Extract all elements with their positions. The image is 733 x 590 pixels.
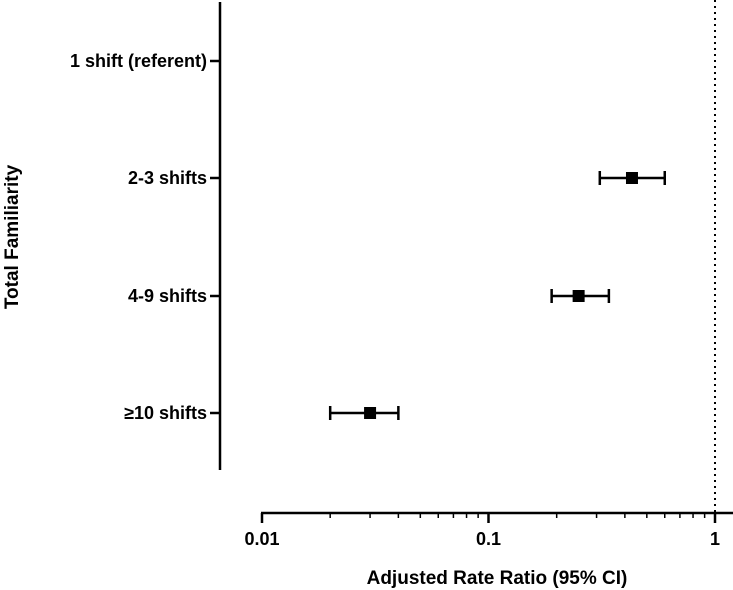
x-tick-label: 0.01 <box>244 529 279 549</box>
y-axis-title: Total Familiarity <box>2 164 23 309</box>
category-label: 4-9 shifts <box>128 286 207 306</box>
x-ticks: 0.01 0.1 1 <box>244 513 720 549</box>
x-axis-title: Adjusted Rate Ratio (95% CI) <box>367 568 628 589</box>
x-tick-label: 0.1 <box>476 529 501 549</box>
point-estimate <box>572 290 585 302</box>
category-label: 1 shift (referent) <box>70 51 207 71</box>
data-marks <box>328 171 667 420</box>
category-label: 2-3 shifts <box>128 168 207 188</box>
category-label: ≥10 shifts <box>124 403 207 423</box>
point-estimate <box>364 407 377 419</box>
x-tick-label: 1 <box>710 529 720 549</box>
point-estimate <box>625 172 638 184</box>
y-categories: 1 shift (referent) 2-3 shifts 4-9 shifts ≥1… <box>70 51 220 423</box>
